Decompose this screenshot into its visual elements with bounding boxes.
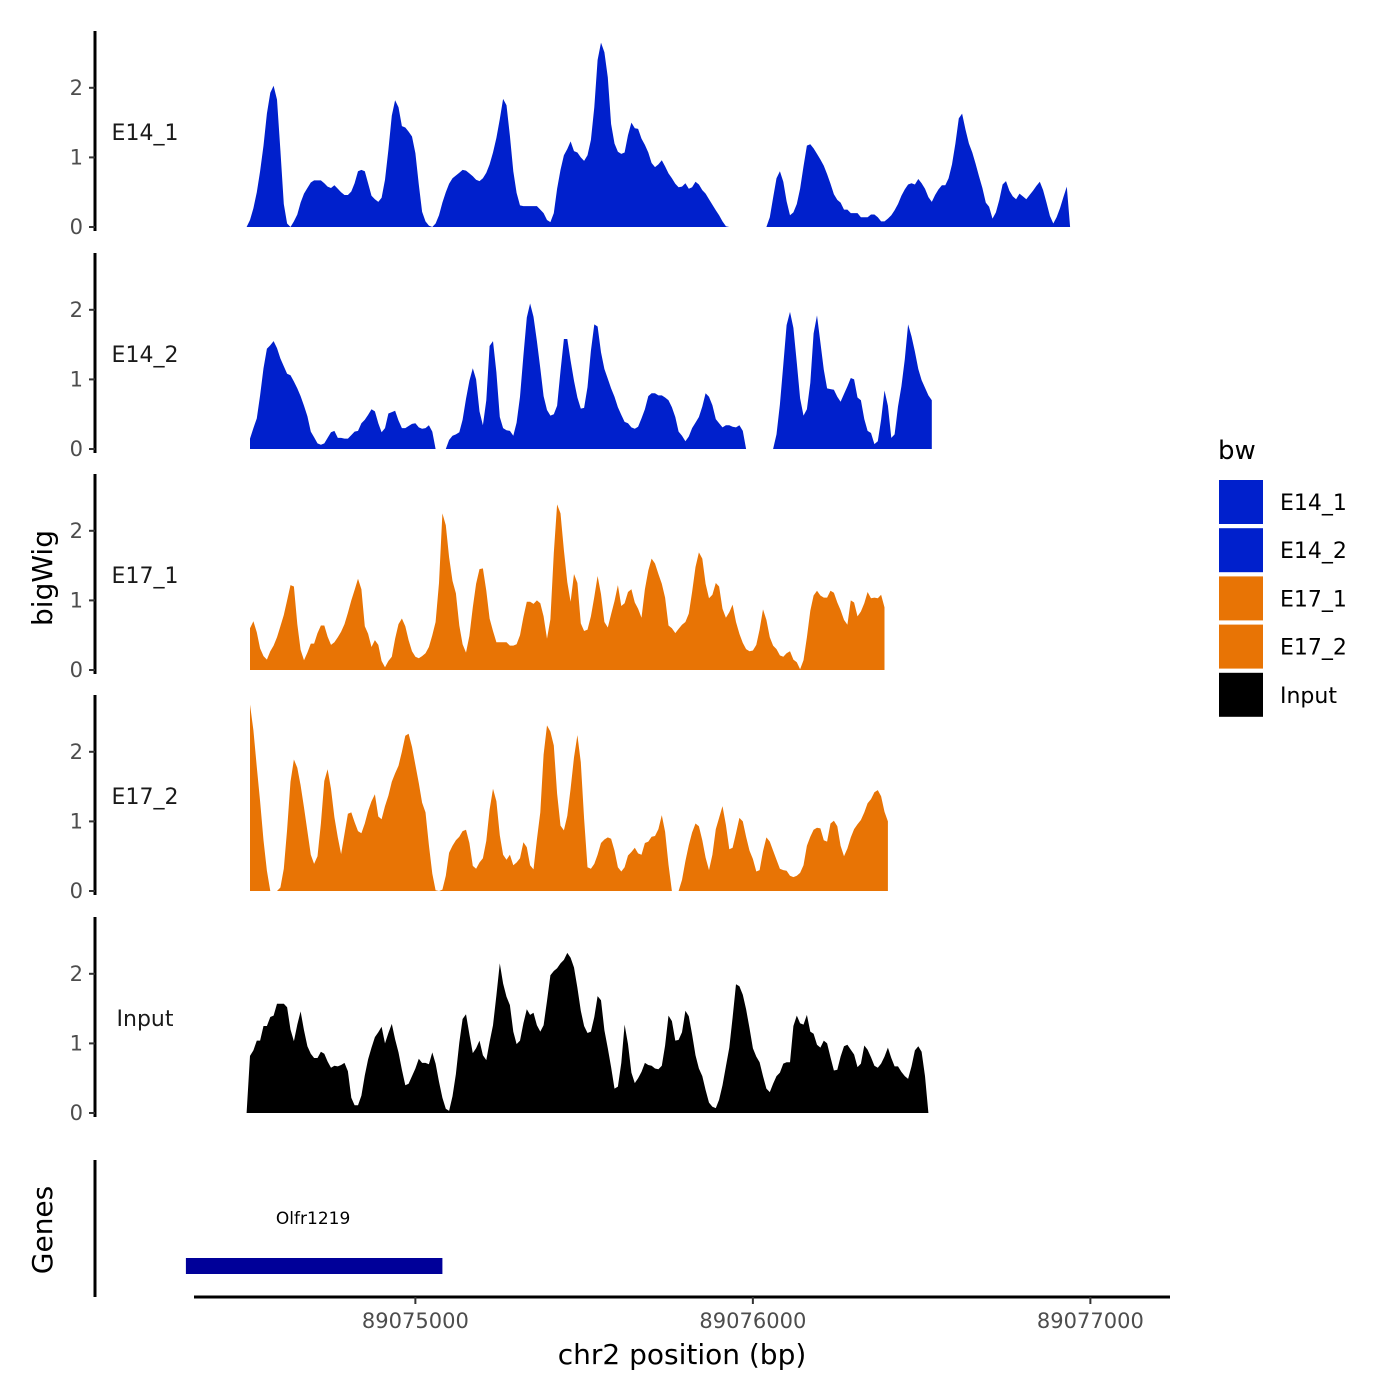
y-tick-label: 1: [70, 809, 83, 833]
legend-item-Input: Input: [1219, 672, 1337, 717]
panel-label: Input: [117, 1007, 174, 1032]
panel-E17_2: 0 1 2 E17_2: [70, 695, 888, 903]
series-area-E14_2: [250, 303, 932, 449]
panel-Input: 0 1 2 Input: [70, 917, 929, 1125]
legend-title: bw: [1218, 436, 1256, 466]
panel-label: E17_2: [112, 785, 179, 810]
gene-bar: [185, 1258, 443, 1274]
y-axis-title: bigWig: [26, 530, 59, 626]
coverage-panels: 0 1 2 E14_1 0 1 2 E14_2 0 1 2 E17_1 0 1 2 E17_2 0 1 2 Input: [70, 31, 1071, 1125]
legend-label: E17_1: [1280, 587, 1347, 612]
panel-E14_1: 0 1 2 E14_1: [70, 31, 1071, 239]
genes-panel: Olfr1219: [93, 1160, 443, 1297]
y-tick-label: 1: [70, 367, 83, 391]
y-tick-label: 1: [70, 1031, 83, 1055]
series-area-E17_1: [250, 504, 885, 670]
gene-label: Olfr1219: [276, 1209, 350, 1229]
y-tick-label: 0: [70, 1101, 83, 1125]
legend-label: E14_2: [1280, 539, 1347, 564]
y-tick-label: 1: [70, 145, 83, 169]
panel-label: E17_1: [112, 564, 179, 589]
legend-item-E17_1: E17_1: [1219, 576, 1347, 621]
panel-E17_1: 0 1 2 E17_1: [70, 474, 885, 682]
panel-E14_2: 0 1 2 E14_2: [70, 253, 932, 461]
legend: bw E14_1 E14_2 E17_1 E17_2 Input: [1218, 436, 1347, 717]
legend-label: E17_2: [1280, 636, 1347, 661]
series-area-Input: [246, 952, 929, 1113]
legend-label: Input: [1280, 684, 1337, 709]
y-tick-label: 0: [70, 658, 83, 682]
y-tick-label: 2: [70, 519, 83, 543]
legend-key: [1219, 480, 1263, 524]
legend-item-E17_2: E17_2: [1219, 624, 1347, 669]
legend-item-E14_2: E14_2: [1219, 528, 1347, 573]
y-tick-label: 0: [70, 879, 83, 903]
legend-key: [1219, 672, 1263, 717]
y-tick-label: 1: [70, 588, 83, 612]
x-axis-title: chr2 position (bp): [558, 1338, 807, 1371]
x-tick-label: 89077000: [1037, 1309, 1144, 1333]
x-tick-label: 89075000: [362, 1309, 469, 1333]
y-tick-label: 0: [70, 215, 83, 239]
x-tick-label: 89076000: [699, 1309, 806, 1333]
y-tick-label: 2: [70, 298, 83, 322]
x-axis: 89075000 89076000 89077000: [194, 1295, 1170, 1333]
series-area-E17_2: [250, 704, 888, 891]
genes-axis-title: Genes: [26, 1186, 59, 1274]
legend-key: [1219, 528, 1263, 573]
legend-label: E14_1: [1280, 491, 1347, 516]
panel-label: E14_2: [112, 343, 179, 368]
y-tick-label: 2: [70, 962, 83, 986]
legend-key: [1219, 576, 1263, 621]
legend-key: [1219, 624, 1263, 669]
panel-label: E14_1: [112, 121, 179, 146]
y-tick-label: 0: [70, 437, 83, 461]
y-tick-label: 2: [70, 76, 83, 100]
y-tick-label: 2: [70, 740, 83, 764]
legend-item-E14_1: E14_1: [1219, 480, 1347, 524]
series-area-E14_1: [246, 42, 1071, 227]
